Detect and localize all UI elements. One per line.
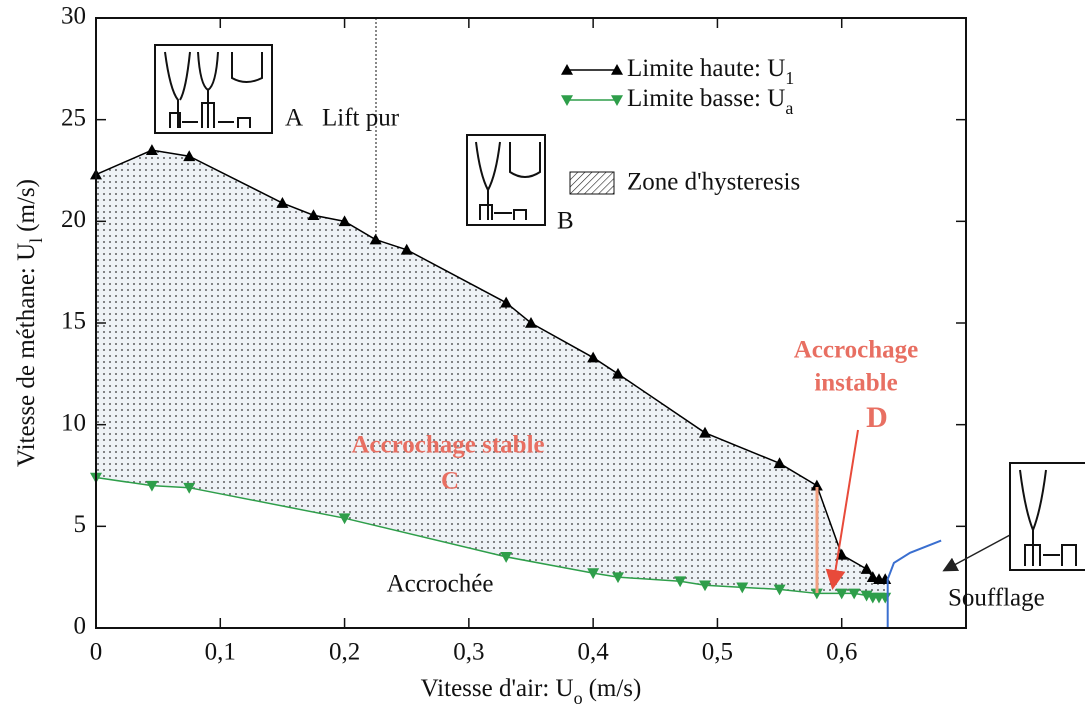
x-axis-label-text: Vitesse d'air: U xyxy=(421,675,574,702)
data-point xyxy=(183,482,196,494)
data-point xyxy=(400,243,413,255)
data-point xyxy=(810,479,823,491)
x-tick-label: 0,5 xyxy=(702,639,733,666)
y-axis-label-text: Vitesse de méthane: U xyxy=(13,243,40,467)
annotation: C xyxy=(441,468,459,495)
annotation: Accrochée xyxy=(387,571,494,598)
y-tick-label: 20 xyxy=(61,206,86,233)
data-point xyxy=(500,552,513,563)
data-point xyxy=(736,582,749,594)
data-point xyxy=(699,426,711,438)
x-axis-label-sub: o xyxy=(574,688,583,708)
data-point xyxy=(773,457,786,469)
data-point xyxy=(848,588,861,600)
legend-sub: 1 xyxy=(785,68,794,88)
legend-marker xyxy=(611,95,623,106)
hysteresis-zone xyxy=(96,150,886,598)
blowoff-line xyxy=(886,539,942,628)
annotation: Soufflage xyxy=(948,585,1045,612)
x-axis-label-unit: (m/s) xyxy=(589,675,642,702)
arrow-d xyxy=(825,429,859,590)
legend-marker xyxy=(561,95,573,106)
y-tick-label: 10 xyxy=(61,409,86,436)
y-axis-label-unit: (m/s) xyxy=(13,179,40,232)
annotation: Accrochage xyxy=(794,337,919,364)
data-point xyxy=(835,588,848,600)
data-point xyxy=(183,150,196,162)
legend-sub: a xyxy=(785,98,793,118)
y-tick-label: 30 xyxy=(61,3,86,30)
y-tick-label: 15 xyxy=(61,308,86,335)
y-axis-label: Vitesse de méthane: Ul (m/s) xyxy=(13,179,46,467)
legend-marker xyxy=(611,64,623,75)
x-tick-label: 0,3 xyxy=(453,639,484,666)
legend-label: Zone d'hysteresis xyxy=(627,169,800,196)
legend-label: Limite haute: U1 xyxy=(627,55,794,88)
y-tick-label: 5 xyxy=(74,511,87,538)
data-point xyxy=(773,584,786,596)
data-point xyxy=(145,480,158,492)
series-line xyxy=(95,149,886,580)
data-point xyxy=(145,144,158,155)
data-point xyxy=(276,197,289,208)
data-point xyxy=(307,209,320,221)
y-tick-label: 0 xyxy=(74,613,87,640)
data-point xyxy=(699,580,711,592)
x-tick-label: 0,2 xyxy=(329,639,360,666)
x-tick-label: 0,6 xyxy=(826,639,857,666)
annotation: B xyxy=(557,208,574,235)
legend-label: Limite basse: Ua xyxy=(627,85,793,118)
data-point xyxy=(338,215,351,227)
data-point xyxy=(338,513,351,525)
annotation: Lift pur xyxy=(322,105,400,132)
data-point xyxy=(860,563,873,574)
legend-text: Limite basse: U xyxy=(627,85,785,112)
data-point xyxy=(810,588,823,600)
y-tick-label: 25 xyxy=(61,104,86,131)
data-point xyxy=(674,576,687,588)
annotation: D xyxy=(866,401,888,434)
data-point xyxy=(835,548,848,560)
annotation: instable xyxy=(814,370,897,397)
annotation: A xyxy=(285,105,303,132)
annotation: Accrochage stable xyxy=(351,432,544,459)
inset-a xyxy=(154,44,273,134)
data-point xyxy=(525,317,537,328)
inset-b xyxy=(466,134,546,226)
data-point xyxy=(612,572,624,584)
data-point xyxy=(587,351,600,363)
arrow-soufflage xyxy=(942,534,1011,572)
legend-marker xyxy=(561,64,573,75)
x-tick-label: 0 xyxy=(90,639,103,666)
data-point xyxy=(500,296,513,308)
legend-text: Limite haute: U xyxy=(627,55,785,82)
data-point xyxy=(612,367,624,379)
x-axis-label: Vitesse d'air: Uo (m/s) xyxy=(421,675,642,708)
x-tick-label: 0,1 xyxy=(205,639,236,666)
legend-zone-swatch xyxy=(569,171,615,195)
y-axis-label-sub: l xyxy=(26,238,46,243)
x-tick-label: 0,4 xyxy=(578,639,610,666)
data-point xyxy=(587,568,600,580)
inset-soufflage xyxy=(1009,462,1085,571)
